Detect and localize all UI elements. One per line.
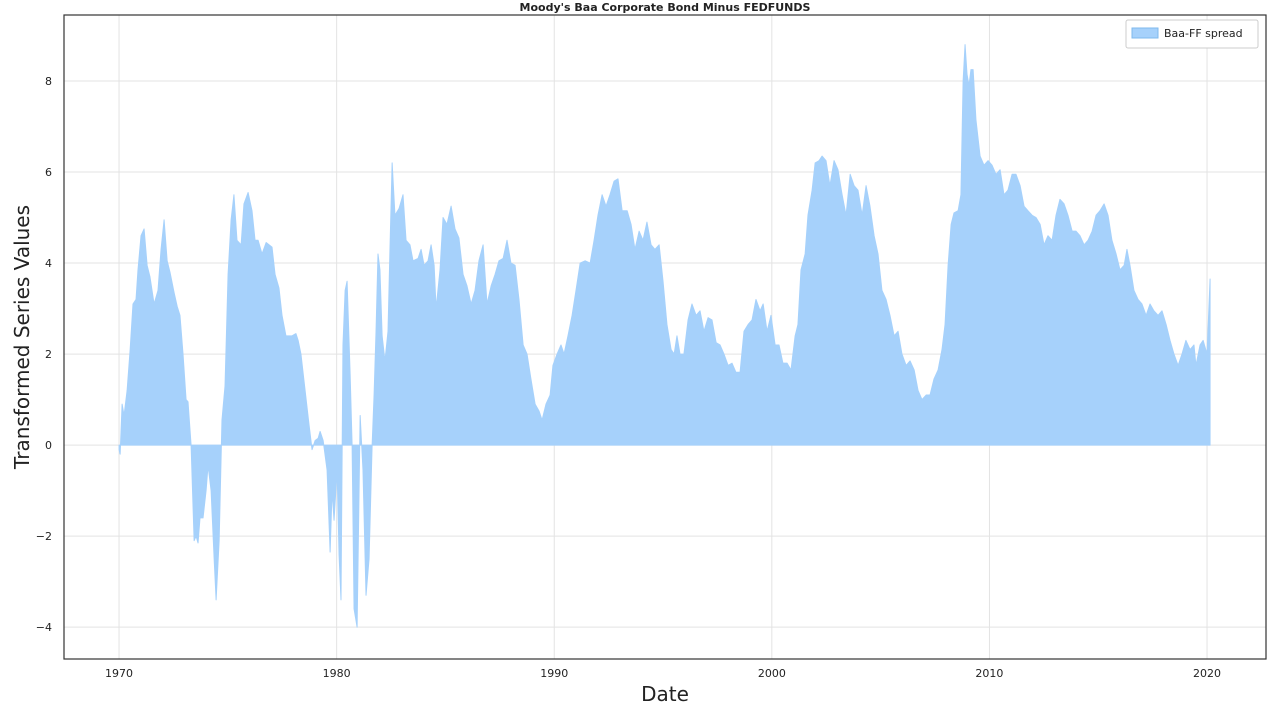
- x-tick-label: 1990: [540, 667, 568, 680]
- y-tick-label: 8: [45, 75, 52, 88]
- y-tick-label: 2: [45, 348, 52, 361]
- y-tick-label: −4: [36, 621, 52, 634]
- y-tick-label: 4: [45, 257, 52, 270]
- y-tick-label: 6: [45, 166, 52, 179]
- legend: Baa-FF spread: [1125, 19, 1259, 49]
- chart-title: Moody's Baa Corporate Bond Minus FEDFUND…: [520, 1, 811, 14]
- legend-swatch: [1131, 27, 1159, 39]
- x-tick-label: 2000: [758, 667, 786, 680]
- plot-frame: [63, 14, 1267, 660]
- legend-label: Baa-FF spread: [1164, 27, 1243, 40]
- x-tick-label: 1980: [323, 667, 351, 680]
- area: [118, 44, 1211, 628]
- y-tick-label: −2: [36, 530, 52, 543]
- x-tick-label: 1970: [105, 667, 133, 680]
- y-tick-label: 0: [45, 439, 52, 452]
- plot-area: [118, 44, 1211, 628]
- x-tick-label: 2020: [1193, 667, 1221, 680]
- y-axis-label: Transformed Series Values: [10, 205, 34, 470]
- legend-box: [1125, 19, 1259, 49]
- x-tick-label: 2010: [975, 667, 1003, 680]
- x-axis-label: Date: [641, 682, 689, 706]
